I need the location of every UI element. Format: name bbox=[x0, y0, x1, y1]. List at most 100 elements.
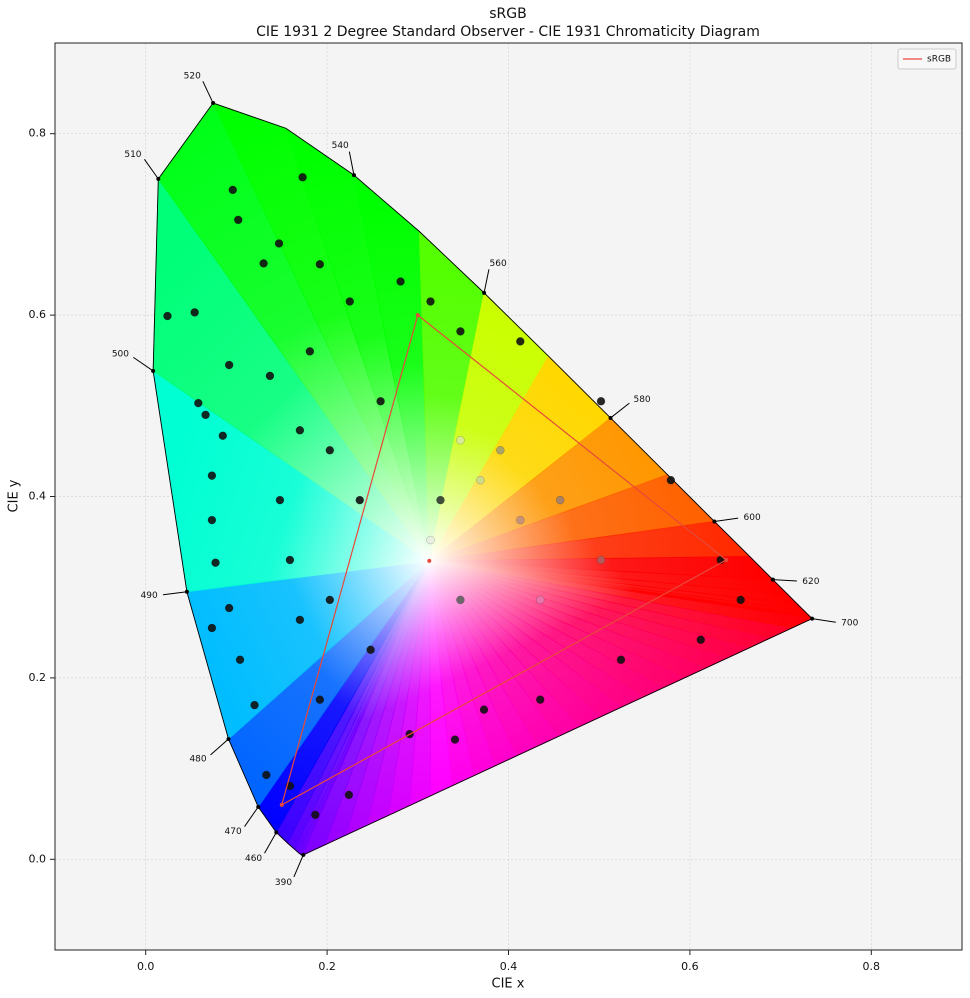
wavelength-label: 460 bbox=[245, 854, 262, 864]
sample-point bbox=[295, 615, 305, 625]
wavelength-label: 540 bbox=[332, 141, 349, 151]
whitepoint bbox=[427, 558, 432, 563]
y-axis-label: CIE y bbox=[7, 479, 22, 512]
sample-point bbox=[355, 495, 365, 505]
gamut-vertex bbox=[724, 557, 729, 562]
legend-box bbox=[897, 48, 957, 70]
sample-point bbox=[535, 595, 545, 605]
sample-point bbox=[305, 347, 315, 356]
wavelength-label: 700 bbox=[841, 619, 858, 629]
sample-point bbox=[207, 515, 217, 525]
y-tick-label: 0.0 bbox=[29, 852, 47, 865]
sample-point bbox=[207, 471, 217, 480]
wavelength-leader bbox=[202, 81, 214, 104]
wavelength-label: 500 bbox=[112, 349, 129, 359]
wavelength-leader bbox=[144, 159, 159, 180]
wavelength-label: 520 bbox=[184, 71, 201, 81]
wavelength-label: 600 bbox=[744, 513, 761, 523]
y-tick-label: 0.4 bbox=[29, 490, 47, 503]
sample-point bbox=[535, 695, 545, 704]
wavelength-leader bbox=[811, 618, 836, 623]
gamut-triangle bbox=[280, 314, 728, 807]
locus-fill bbox=[152, 102, 814, 856]
sample-point bbox=[616, 655, 626, 665]
sample-point bbox=[436, 495, 445, 505]
sample-point bbox=[211, 558, 220, 567]
sample-point bbox=[298, 172, 307, 182]
sample-point bbox=[376, 397, 385, 406]
sample-point bbox=[224, 603, 234, 613]
gamut-vertex bbox=[415, 313, 420, 318]
sample-point bbox=[555, 495, 565, 505]
x-tick-label: 0.2 bbox=[318, 960, 336, 973]
wavelength-leader bbox=[163, 591, 187, 596]
chart-subtitle: CIE 1931 2 Degree Standard Observer - CI… bbox=[256, 24, 760, 40]
sample-point bbox=[516, 515, 525, 525]
sample-point bbox=[666, 475, 676, 485]
sample-point bbox=[516, 337, 525, 346]
sample-point bbox=[479, 705, 489, 714]
sample-point bbox=[396, 277, 405, 286]
wavelength-label: 560 bbox=[490, 259, 507, 269]
sample-point bbox=[596, 555, 606, 565]
sample-point bbox=[259, 259, 268, 268]
sample-point bbox=[233, 215, 243, 225]
sample-point bbox=[456, 436, 465, 445]
wavelength-leader bbox=[483, 269, 490, 293]
legend-label: sRGB bbox=[927, 55, 951, 65]
sample-point bbox=[456, 595, 465, 605]
x-tick-label: 0.8 bbox=[863, 960, 881, 973]
x-tick-label: 0.0 bbox=[137, 960, 155, 973]
wavelength-label: 490 bbox=[141, 591, 158, 601]
wavelength-leader bbox=[772, 579, 797, 582]
sample-point bbox=[736, 595, 745, 605]
wavelength-leader bbox=[610, 402, 630, 419]
sample-point bbox=[228, 185, 238, 195]
plot-frame bbox=[54, 42, 963, 951]
x-tick-label: 0.4 bbox=[500, 960, 518, 973]
wavelength-label: 390 bbox=[275, 878, 292, 888]
sample-point bbox=[325, 445, 335, 455]
sample-point bbox=[201, 410, 210, 420]
wavelength-label: 580 bbox=[633, 395, 650, 405]
sample-point bbox=[696, 635, 706, 645]
wavelength-leader bbox=[133, 356, 154, 372]
sample-point bbox=[476, 475, 485, 485]
sample-point bbox=[235, 655, 245, 665]
sample-point bbox=[426, 297, 435, 306]
sample-point bbox=[315, 260, 325, 269]
sample-point bbox=[163, 311, 172, 321]
sample-point bbox=[450, 735, 460, 744]
sample-point bbox=[224, 360, 234, 370]
sample-point bbox=[311, 810, 320, 820]
sample-point bbox=[456, 327, 465, 336]
sample-point bbox=[426, 535, 435, 545]
x-tick-label: 0.6 bbox=[681, 960, 699, 973]
wavelength-label: 470 bbox=[225, 827, 242, 837]
y-tick-label: 0.2 bbox=[29, 671, 47, 684]
sample-point bbox=[496, 445, 505, 455]
sample-point bbox=[265, 371, 275, 381]
chart-title: sRGB bbox=[489, 6, 526, 22]
sample-point bbox=[596, 397, 606, 406]
sample-point bbox=[344, 790, 354, 800]
sample-point bbox=[295, 426, 305, 435]
x-axis-label: CIE x bbox=[492, 977, 525, 992]
y-tick-label: 0.8 bbox=[29, 127, 47, 140]
sample-point bbox=[275, 495, 285, 505]
y-tick-label: 0.6 bbox=[29, 308, 47, 321]
sample-point bbox=[190, 308, 199, 317]
wavelength-label: 480 bbox=[189, 754, 206, 764]
sample-point bbox=[285, 555, 295, 565]
sample-point bbox=[194, 398, 203, 408]
sample-point bbox=[274, 239, 284, 248]
sample-point bbox=[207, 623, 217, 633]
wavelength-leader bbox=[264, 832, 277, 854]
sample-point bbox=[262, 770, 271, 780]
wavelength-leader bbox=[714, 517, 739, 522]
sample-point bbox=[218, 431, 228, 440]
wavelength-leader bbox=[293, 854, 304, 878]
wavelength-leader bbox=[348, 151, 355, 176]
spectral-locus bbox=[152, 102, 813, 856]
sample-point bbox=[315, 695, 325, 704]
